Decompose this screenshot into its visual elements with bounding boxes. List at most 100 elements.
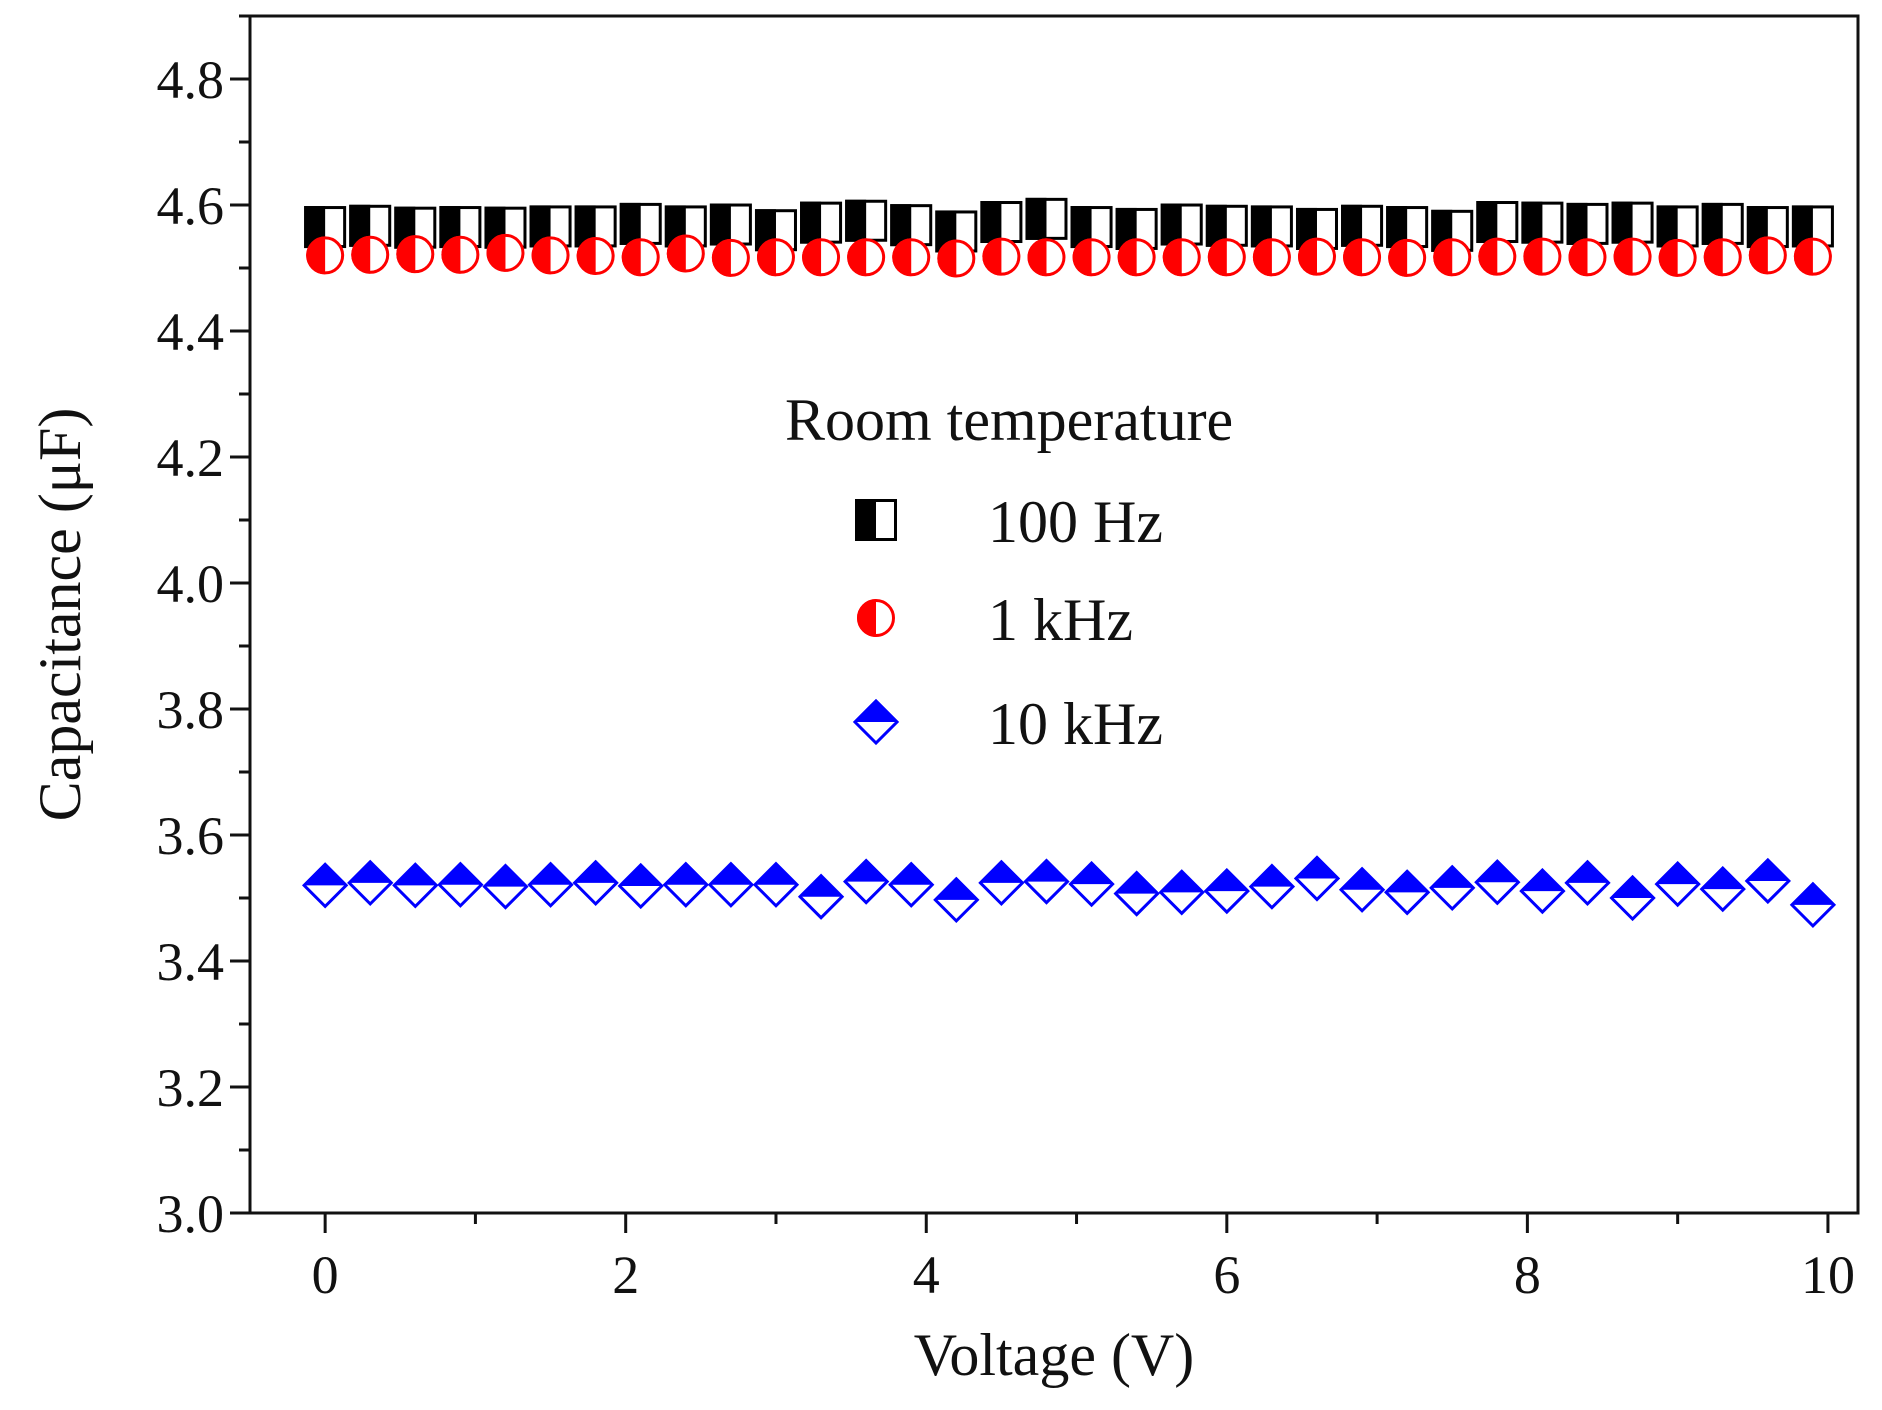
- data-point: [1027, 238, 1066, 277]
- marker-fill: [1568, 238, 1588, 277]
- marker-fill: [857, 599, 876, 637]
- data-point: [302, 862, 349, 909]
- data-point: [756, 238, 795, 277]
- marker-fill: [802, 238, 822, 277]
- marker-outline: [852, 698, 900, 746]
- marker-fill: [1025, 197, 1047, 240]
- data-point: [711, 238, 750, 277]
- data-point: [1478, 237, 1517, 276]
- data-point: [482, 863, 529, 910]
- y-tick-label: 3.6: [157, 806, 225, 866]
- data-point: [1023, 858, 1070, 905]
- marker-fill: [1748, 236, 1768, 275]
- marker-fill: [709, 203, 731, 246]
- data-point: [1523, 237, 1562, 276]
- marker-fill: [1113, 870, 1160, 894]
- marker-outline: [1789, 881, 1837, 929]
- data-point: [531, 236, 570, 275]
- data-point: [1789, 881, 1837, 929]
- y-tick-label: 4.0: [157, 554, 225, 614]
- marker-outline: [752, 861, 800, 908]
- data-point: [1519, 867, 1566, 915]
- marker-outline: [1113, 870, 1160, 917]
- y-tick-label: 3.0: [157, 1184, 225, 1244]
- data-point: [1748, 236, 1787, 275]
- data-point: [486, 233, 525, 272]
- marker-fill: [800, 201, 822, 244]
- x-tick-label: 8: [1514, 1245, 1541, 1305]
- marker-outline: [1699, 866, 1746, 913]
- marker-fill: [306, 236, 326, 275]
- marker-fill: [572, 859, 619, 883]
- y-tick-label: 4.2: [157, 428, 225, 488]
- marker-fill: [302, 862, 349, 886]
- marker-fill: [529, 205, 551, 248]
- data-point: [1793, 237, 1832, 276]
- plot-frame: [248, 14, 1860, 1215]
- marker-fill: [752, 861, 799, 885]
- marker-fill: [980, 201, 1002, 244]
- data-point: [576, 237, 615, 276]
- marker-fill: [1701, 202, 1723, 245]
- marker-fill: [1476, 201, 1498, 244]
- data-point: [347, 859, 394, 907]
- marker-outline: [302, 862, 349, 909]
- series-1-khz: [306, 233, 1832, 278]
- marker-fill: [1613, 237, 1633, 276]
- marker-fill: [1023, 858, 1070, 882]
- marker-fill: [756, 238, 776, 277]
- marker-fill: [1158, 869, 1205, 893]
- data-point: [662, 861, 709, 908]
- data-point: [617, 862, 664, 910]
- marks-layer: [302, 197, 1837, 929]
- marker-outline: [797, 873, 845, 920]
- marker-fill: [855, 499, 876, 541]
- marker-fill: [937, 239, 957, 278]
- data-point: [1203, 867, 1250, 915]
- marker-outline: [888, 861, 935, 908]
- marker-fill: [853, 699, 899, 722]
- legend-label: 1 kHz: [988, 587, 1133, 653]
- data-point: [1158, 869, 1205, 916]
- data-point: [978, 859, 1025, 907]
- data-point: [1654, 861, 1701, 908]
- data-point: [1248, 863, 1296, 910]
- data-point: [845, 199, 888, 242]
- x-tick-label: 10: [1801, 1245, 1855, 1305]
- marker-fill: [1250, 205, 1272, 248]
- marker-outline: [1068, 861, 1115, 908]
- data-point: [1162, 238, 1201, 277]
- marker-outline: [1654, 861, 1701, 908]
- marker-fill: [349, 204, 371, 247]
- marker-fill: [1297, 237, 1317, 276]
- y-tick-label: 3.2: [157, 1058, 225, 1118]
- data-point: [1699, 866, 1746, 913]
- marker-outline: [482, 863, 529, 910]
- data-point: [892, 238, 931, 277]
- marker-fill: [1433, 238, 1453, 277]
- data-point: [306, 236, 345, 275]
- data-point: [1384, 869, 1431, 916]
- data-point: [1433, 238, 1472, 277]
- marker-fill: [1252, 238, 1272, 277]
- marker-outline: [437, 861, 484, 908]
- marker-fill: [1386, 206, 1408, 249]
- data-point: [392, 862, 439, 909]
- data-point: [1025, 197, 1068, 240]
- marker-fill: [1609, 875, 1656, 898]
- marker-fill: [662, 861, 709, 885]
- marker-fill: [845, 199, 867, 242]
- x-tick-label: 2: [612, 1245, 639, 1305]
- data-point: [1521, 201, 1564, 244]
- y-axis-title: Capacitance (μF): [27, 408, 93, 822]
- y-tick-label: 3.4: [157, 932, 225, 992]
- marker-outline: [392, 862, 439, 909]
- y-tick-label: 4.6: [157, 176, 225, 236]
- y-tick-label: 3.8: [157, 680, 225, 740]
- marker-fill: [1343, 238, 1363, 277]
- data-point: [1476, 201, 1519, 244]
- data-point: [1658, 238, 1697, 277]
- marker-fill: [933, 876, 980, 900]
- marker-outline: [1203, 867, 1250, 915]
- series-100-hz: [304, 197, 1834, 253]
